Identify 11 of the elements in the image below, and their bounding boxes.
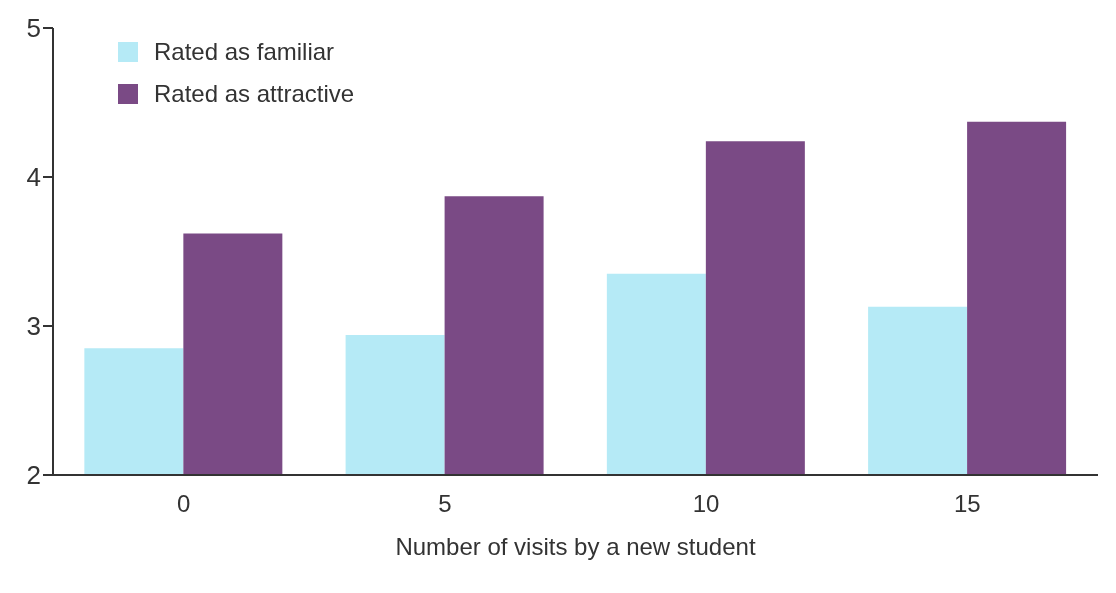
legend-label: Rated as familiar [154,38,335,66]
x-axis-title: Number of visits by a new student [395,533,756,560]
x-tick-label: 5 [438,490,452,518]
x-tick-label: 15 [954,490,981,518]
y-tick-label: 2 [26,460,41,491]
x-tick-label: 0 [176,490,191,518]
x-tick-label: 10 [692,490,720,518]
y-tick-label: 3 [26,311,41,342]
legend-label: Rated as attractive [154,80,355,108]
y-tick-label: 5 [26,13,41,44]
y-tick-label: 4 [26,162,41,193]
